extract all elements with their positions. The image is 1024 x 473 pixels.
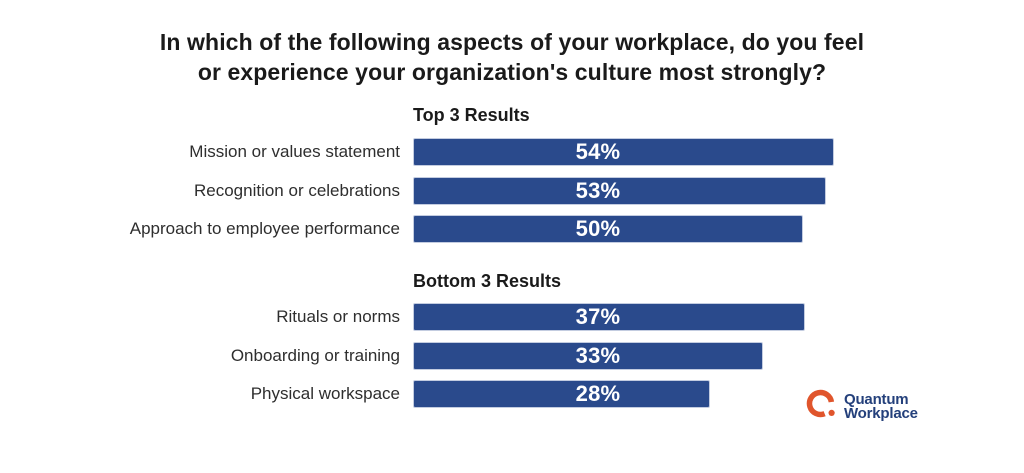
group-header-top: Top 3 Results [413, 105, 530, 125]
category-label: Onboarding or training [230, 345, 400, 365]
bar [413, 380, 710, 408]
bar-row: Mission or values statement 54% [0, 138, 1024, 166]
bar-row: Recognition or celebrations 53% [0, 176, 1024, 205]
bar [413, 341, 763, 370]
category-label: Approach to employee performance [129, 219, 400, 238]
chart-title: In which of the following aspects of you… [22, 27, 1002, 87]
category-label: Recognition or celebrations [193, 180, 400, 200]
bar-value-label: 37% [575, 304, 621, 329]
bar [413, 176, 827, 205]
bar-value-label: 53% [575, 177, 621, 203]
bar [413, 138, 835, 166]
bar-row: Onboarding or training 33% [0, 341, 1024, 370]
category-label: Rituals or norms [276, 307, 400, 326]
chart-title-line1: In which of the following aspects of you… [159, 29, 865, 55]
quantum-workplace-logo: Quantum Workplace [806, 388, 918, 426]
bar-row: Rituals or norms 37% [0, 303, 1024, 331]
category-label: Physical workspace [250, 384, 400, 403]
logo-text-line2: Workplace [844, 405, 918, 422]
bar-area: 33% [413, 341, 1024, 370]
bar-value-label: 33% [575, 342, 621, 368]
bar-group-top: Mission or values statement 54% Recognit… [0, 138, 1024, 243]
bar-value-label: 28% [575, 381, 621, 406]
bar-area: 28% [413, 380, 1024, 408]
bar-group-bottom: Rituals or norms 37% Onboarding or train… [0, 303, 1024, 408]
logo-text-line1: Quantum [844, 390, 909, 408]
chart-title-line2: or experience your organization's cultur… [197, 59, 827, 85]
bar-value-label: 50% [575, 216, 621, 241]
bar-area: 54% [413, 138, 1024, 166]
category-label: Mission or values statement [189, 142, 400, 161]
bar-area: 37% [413, 303, 1024, 331]
bar-area: 50% [413, 215, 1024, 243]
bar [413, 303, 806, 331]
group-header-bottom: Bottom 3 Results [413, 271, 562, 291]
bar [413, 215, 803, 243]
bar-row: Approach to employee performance 50% [0, 215, 1024, 243]
bar-row: Physical workspace 28% [0, 380, 1024, 408]
bar-value-label: 54% [575, 139, 621, 164]
quantum-workplace-logo-icon [806, 389, 835, 418]
quantum-workplace-logo-text: Quantum Workplace [844, 390, 918, 422]
bar-area: 53% [413, 176, 1024, 205]
